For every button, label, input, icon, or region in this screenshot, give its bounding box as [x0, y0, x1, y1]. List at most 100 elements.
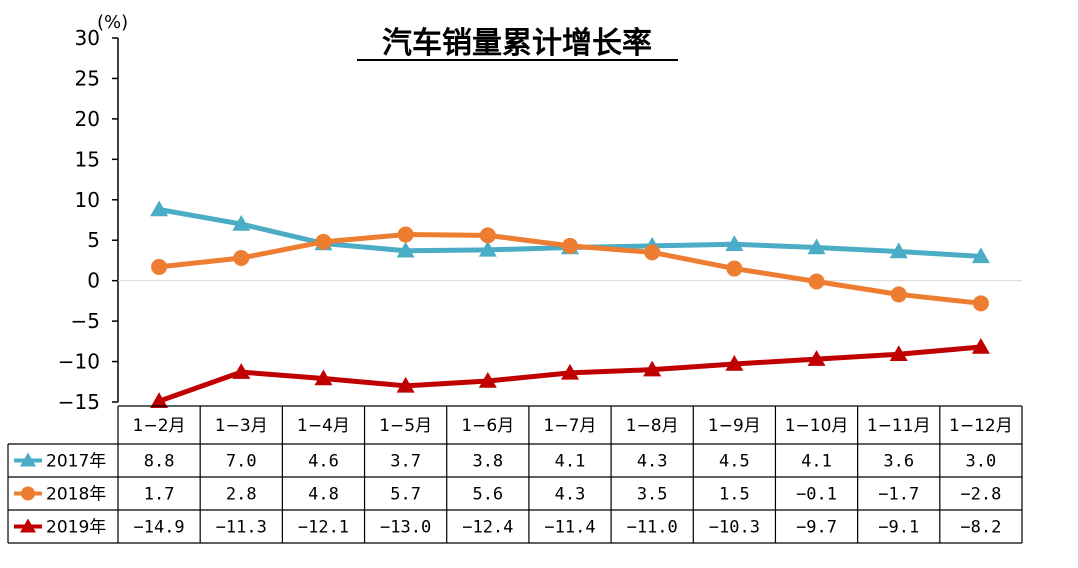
table-cell: 3.8 — [472, 452, 503, 472]
legend-marker — [20, 452, 36, 467]
legend-marker — [21, 486, 35, 501]
data-point — [562, 237, 578, 254]
table-cell: −11.3 — [216, 518, 267, 538]
x-tick-label: 1−12月 — [949, 416, 1013, 436]
table-cell: −11.0 — [627, 518, 678, 538]
table-cell: 5.6 — [472, 485, 503, 505]
data-point — [396, 241, 415, 258]
table-cell: 4.8 — [308, 485, 339, 505]
table-cell: −10.3 — [709, 518, 760, 538]
x-tick-label: 1−9月 — [708, 416, 761, 436]
data-point — [725, 235, 744, 252]
y-tick-label: −15 — [58, 390, 100, 414]
legend-label: 2017年 — [46, 452, 106, 472]
table-cell: 3.7 — [390, 452, 421, 472]
data-point — [233, 250, 250, 267]
data-point — [561, 363, 579, 380]
y-tick-label: 30 — [75, 26, 100, 50]
table-cell: −9.1 — [878, 518, 919, 538]
legend-marker — [20, 518, 36, 533]
y-tick-label: −10 — [58, 350, 100, 374]
data-point — [889, 242, 908, 259]
y-axis-ticks: 30 25 20 15 10 5 0 −5 −10 −15 — [58, 26, 118, 414]
y-tick-label: 10 — [75, 188, 100, 212]
y-tick-label: 5 — [87, 228, 100, 252]
data-point — [643, 360, 662, 377]
table-cell: 4.1 — [801, 452, 832, 472]
table-cell: −2.8 — [960, 485, 1001, 505]
table-cell: 3.6 — [883, 452, 914, 472]
legend-entry: 2019年 — [14, 518, 106, 538]
data-point — [972, 295, 989, 312]
data-table: 1−2月 1−3月 1−4月 1−5月 1−6月 1−7月 1−8月 1−9月 1−10月 1−1… — [7, 405, 1023, 544]
table-cell: −1.7 — [878, 485, 919, 505]
data-point — [150, 200, 169, 217]
table-cell: 1.5 — [719, 485, 750, 505]
y-tick-label: −5 — [71, 309, 100, 333]
x-tick-label: 1−7月 — [544, 416, 597, 436]
series-layer — [150, 200, 990, 408]
data-point — [725, 354, 744, 371]
data-point — [232, 215, 251, 231]
data-point — [397, 226, 414, 243]
data-point — [478, 240, 497, 257]
data-point — [478, 371, 497, 388]
data-point — [232, 363, 251, 379]
table-cell: 8.8 — [144, 452, 175, 472]
table-cell: 2.8 — [226, 485, 257, 505]
series-2 — [151, 226, 989, 312]
table-cell: 1.7 — [144, 485, 175, 505]
table-cell: −13.0 — [380, 518, 431, 538]
x-tick-label: 1−2月 — [133, 416, 186, 436]
data-point — [808, 273, 825, 290]
table-cell: 4.3 — [555, 485, 586, 505]
data-point — [315, 233, 332, 250]
table-cell: −12.4 — [462, 518, 513, 538]
x-tick-label: 1−11月 — [867, 416, 931, 436]
table-cell: −12.1 — [298, 518, 349, 538]
table-cell: −0.1 — [796, 485, 837, 505]
table-cell: 4.1 — [555, 452, 586, 472]
chart-title: 汽车销量累计增长率 — [382, 26, 652, 61]
table-cell: −14.9 — [133, 518, 184, 538]
y-tick-label: 0 — [87, 269, 100, 293]
data-point — [396, 376, 415, 393]
y-axis-unit: (%) — [97, 12, 128, 33]
y-tick-label: 20 — [75, 107, 100, 131]
table-cell: −8.2 — [960, 518, 1001, 538]
data-point — [971, 247, 990, 264]
legend-label: 2018年 — [46, 485, 106, 505]
y-tick-label: 15 — [75, 147, 100, 171]
data-point — [971, 337, 990, 354]
table-cell: −9.7 — [796, 518, 837, 538]
table-cell: 4.6 — [308, 452, 339, 472]
table-cell: 7.0 — [226, 452, 257, 472]
data-point — [807, 238, 826, 255]
table-cell: 4.3 — [637, 452, 668, 472]
table-cell: 3.5 — [637, 485, 668, 505]
data-point — [151, 258, 168, 275]
x-tick-label: 1−3月 — [215, 416, 268, 436]
x-tick-label: 1−5月 — [379, 416, 432, 436]
x-tick-label: 1−6月 — [461, 416, 514, 436]
series-3 — [150, 337, 990, 408]
legend-entry: 2017年 — [14, 452, 106, 472]
table-cell: 4.5 — [719, 452, 750, 472]
legend-entry: 2018年 — [14, 485, 106, 505]
table-cell: −11.4 — [544, 518, 595, 538]
table-cell: 5.7 — [390, 485, 421, 505]
data-point — [314, 369, 333, 386]
data-point — [644, 244, 661, 261]
legend-label: 2019年 — [46, 518, 106, 538]
x-tick-label: 1−4月 — [297, 416, 350, 436]
y-tick-label: 25 — [75, 66, 100, 90]
data-point — [150, 392, 169, 408]
axes — [117, 38, 1022, 402]
data-point — [890, 286, 907, 303]
data-point — [889, 345, 908, 362]
table-cell: 3.0 — [966, 452, 997, 472]
x-tick-label: 1−8月 — [626, 416, 679, 436]
data-point — [479, 227, 496, 244]
x-tick-label: 1−10月 — [785, 416, 849, 436]
data-point — [726, 260, 743, 277]
